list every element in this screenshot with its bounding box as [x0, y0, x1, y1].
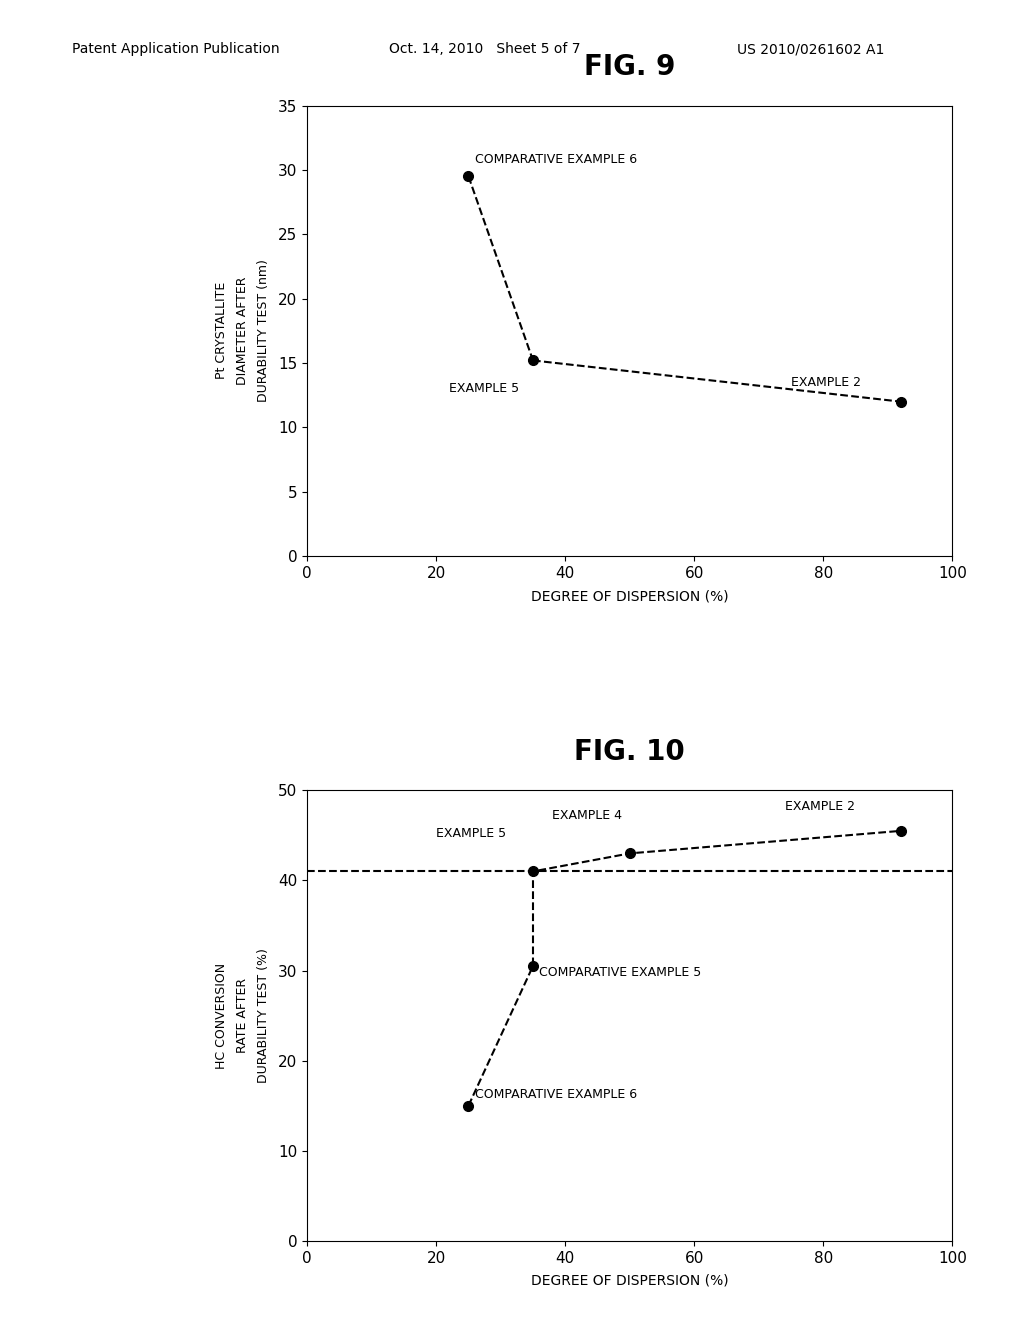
Text: COMPARATIVE EXAMPLE 5: COMPARATIVE EXAMPLE 5: [540, 966, 701, 979]
Y-axis label: Pt CRYSTALLITE
DIAMETER AFTER
DURABILITY TEST (nm): Pt CRYSTALLITE DIAMETER AFTER DURABILITY…: [215, 260, 269, 403]
X-axis label: DEGREE OF DISPERSION (%): DEGREE OF DISPERSION (%): [531, 1274, 728, 1288]
Text: Patent Application Publication: Patent Application Publication: [72, 42, 280, 57]
Title: FIG. 10: FIG. 10: [574, 738, 685, 766]
Text: EXAMPLE 5: EXAMPLE 5: [436, 826, 506, 840]
Text: Oct. 14, 2010   Sheet 5 of 7: Oct. 14, 2010 Sheet 5 of 7: [389, 42, 581, 57]
Text: COMPARATIVE EXAMPLE 6: COMPARATIVE EXAMPLE 6: [475, 1088, 637, 1101]
Y-axis label: HC CONVERSION
RATE AFTER
DURABILITY TEST (%): HC CONVERSION RATE AFTER DURABILITY TEST…: [215, 948, 269, 1082]
Text: EXAMPLE 2: EXAMPLE 2: [784, 800, 855, 813]
Title: FIG. 9: FIG. 9: [584, 53, 676, 81]
Text: EXAMPLE 4: EXAMPLE 4: [552, 809, 623, 822]
Text: COMPARATIVE EXAMPLE 6: COMPARATIVE EXAMPLE 6: [475, 153, 637, 166]
Text: EXAMPLE 2: EXAMPLE 2: [792, 376, 861, 389]
X-axis label: DEGREE OF DISPERSION (%): DEGREE OF DISPERSION (%): [531, 589, 728, 603]
Text: US 2010/0261602 A1: US 2010/0261602 A1: [737, 42, 885, 57]
Text: EXAMPLE 5: EXAMPLE 5: [450, 383, 519, 395]
